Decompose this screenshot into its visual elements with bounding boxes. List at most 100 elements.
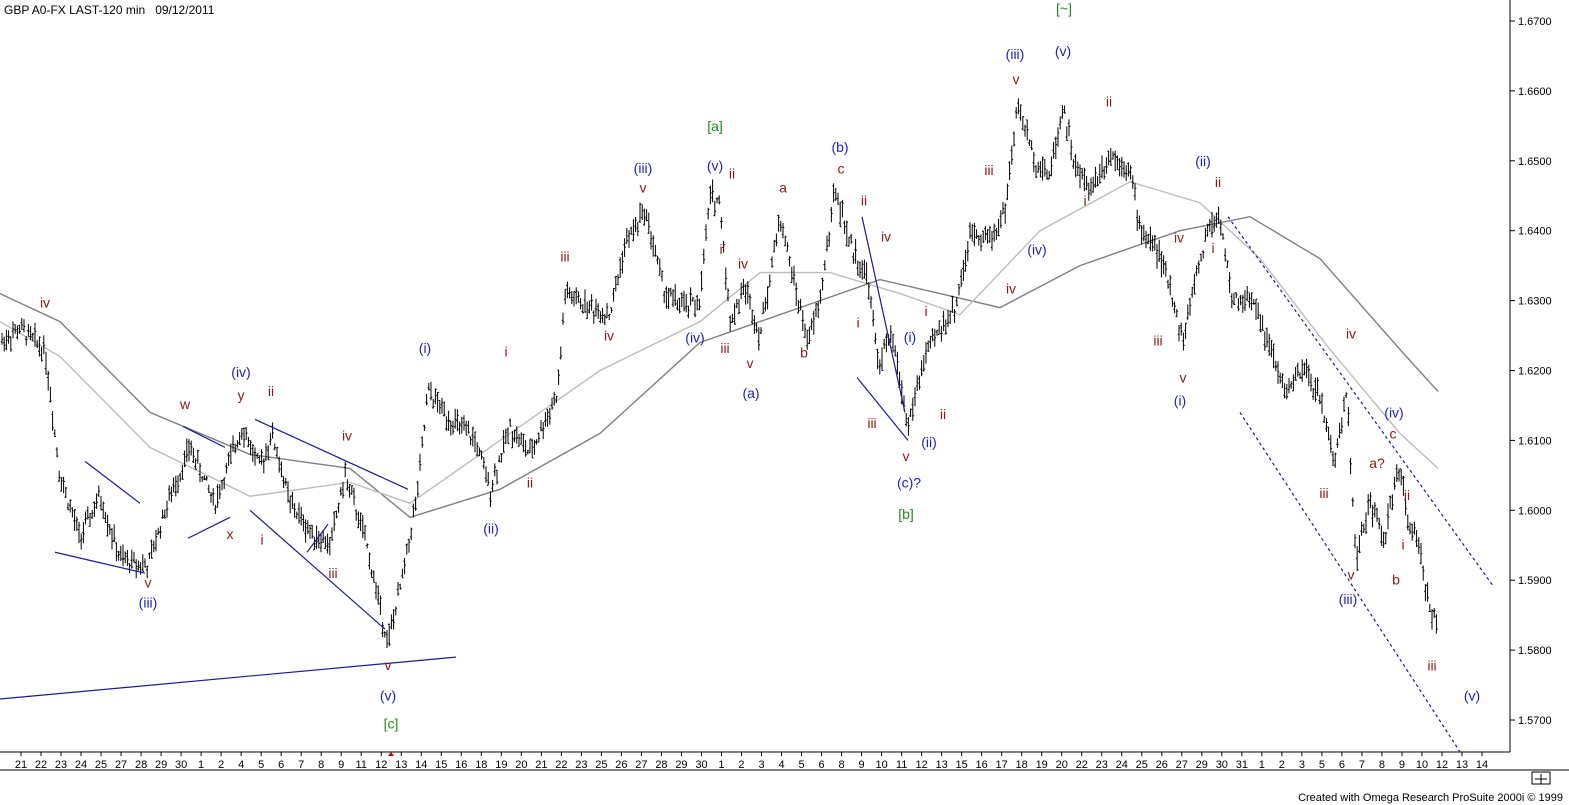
ohlc-bar	[924, 342, 928, 364]
wave-label: iv	[1006, 281, 1016, 297]
ohlc-bar	[1421, 565, 1425, 581]
wave-label: [c]	[384, 715, 399, 731]
ohlc-bar	[35, 339, 39, 348]
ohlc-bar	[841, 199, 844, 218]
ohlc-bar	[843, 220, 846, 234]
x-tick-label: 3	[1299, 759, 1305, 771]
ohlc-bar	[418, 453, 422, 471]
ohlc-bar	[137, 560, 140, 571]
ohlc-bar	[541, 422, 545, 440]
x-tick-label: 29	[155, 759, 167, 771]
ohlc-bar	[1003, 203, 1007, 224]
ohlc-bar	[143, 558, 147, 568]
x-tick-label: 21	[535, 759, 547, 771]
ohlc-bar	[962, 260, 965, 281]
ohlc-bar	[1153, 234, 1157, 251]
ohlc-bar	[522, 433, 525, 453]
ohlc-bar	[530, 439, 534, 459]
x-tick-label: 4	[778, 759, 784, 771]
ohlc-bar	[240, 428, 244, 440]
ohlc-bar	[1237, 298, 1240, 312]
ohlc-bar	[1241, 294, 1245, 313]
ohlc-bar	[88, 513, 92, 527]
ohlc-bar	[1320, 392, 1324, 414]
ohlc-bar	[1039, 161, 1042, 178]
ohlc-bar	[207, 484, 211, 493]
ohlc-bar	[819, 289, 822, 304]
x-tick-label: 1	[718, 759, 724, 771]
ohlc-bar	[533, 439, 536, 455]
ohlc-bar	[368, 552, 371, 570]
ohlc-bar	[566, 281, 569, 299]
ohlc-bar	[570, 291, 574, 305]
x-tick-label: 13	[395, 759, 407, 771]
ohlc-bar	[84, 511, 87, 525]
ohlc-bar	[1283, 383, 1286, 399]
wave-label: (iv)	[1384, 404, 1403, 420]
x-tick-label: 15	[956, 759, 968, 771]
ohlc-bar	[51, 411, 54, 431]
x-tick-label: 30	[175, 759, 187, 771]
ohlc-bar	[192, 447, 195, 463]
ohlc-bar	[616, 274, 620, 286]
ohlc-bar	[324, 536, 327, 549]
ohlc-bar	[77, 521, 81, 544]
ohlc-bar	[781, 223, 785, 239]
x-tick-label: 25	[95, 759, 107, 771]
wave-label: [b]	[898, 506, 914, 522]
ohlc-bar	[651, 235, 655, 257]
ohlc-bar	[748, 293, 752, 310]
ohlc-bar	[1353, 534, 1357, 549]
ohlc-bar	[966, 241, 970, 262]
wave-label: a	[779, 179, 787, 195]
wave-label: iii	[984, 162, 993, 178]
ohlc-bar	[563, 288, 567, 305]
ohlc-bar	[379, 595, 382, 615]
ohlc-bar	[128, 563, 131, 574]
ohlc-bar	[592, 310, 596, 324]
ohlc-bar	[814, 303, 818, 317]
wave-label: ii	[1215, 174, 1221, 190]
ohlc-bar	[757, 327, 761, 351]
ohlc-bar	[429, 382, 433, 401]
ohlc-bar	[282, 476, 285, 488]
ohlc-bar	[638, 202, 642, 223]
ohlc-bar	[766, 286, 769, 310]
ohlc-bar	[491, 480, 494, 492]
ohlc-bar	[643, 208, 646, 226]
ohlc-bar	[940, 326, 943, 342]
ohlc-bar	[1179, 322, 1183, 336]
ohlc-bar	[64, 486, 68, 498]
ohlc-bar	[181, 464, 184, 480]
ohlc-bar	[343, 461, 347, 478]
ohlc-bar	[176, 475, 180, 494]
ohlc-bar	[1230, 293, 1234, 309]
ohlc-bar	[1417, 537, 1421, 555]
ohlc-bar	[964, 249, 967, 272]
ohlc-bar	[352, 487, 356, 506]
ohlc-bar	[590, 294, 593, 311]
ohlc-bar	[700, 271, 703, 292]
ohlc-bar	[920, 360, 923, 377]
ohlc-bar	[946, 309, 950, 328]
ohlc-bar	[339, 486, 343, 496]
ohlc-bar	[1364, 512, 1368, 534]
ohlc-bar	[423, 424, 426, 431]
wave-label: iii	[560, 249, 569, 265]
wave-label: iv	[40, 295, 50, 311]
ohlc-bar	[1298, 372, 1302, 379]
ohlc-bar	[911, 397, 915, 421]
x-tick-label: 18	[1016, 759, 1028, 771]
ohlc-bar	[1142, 224, 1146, 242]
x-tick-label: 6	[278, 759, 284, 771]
wave-label: ii	[268, 383, 274, 399]
ohlc-bar	[1243, 290, 1247, 311]
ohlc-bar	[251, 444, 255, 462]
wave-label: w	[179, 396, 191, 412]
ohlc-bar	[948, 310, 952, 325]
ohlc-bar	[1182, 332, 1185, 351]
ohlc-bar	[295, 511, 299, 520]
ohlc-bar	[46, 370, 50, 391]
ohlc-bar	[1164, 261, 1168, 277]
